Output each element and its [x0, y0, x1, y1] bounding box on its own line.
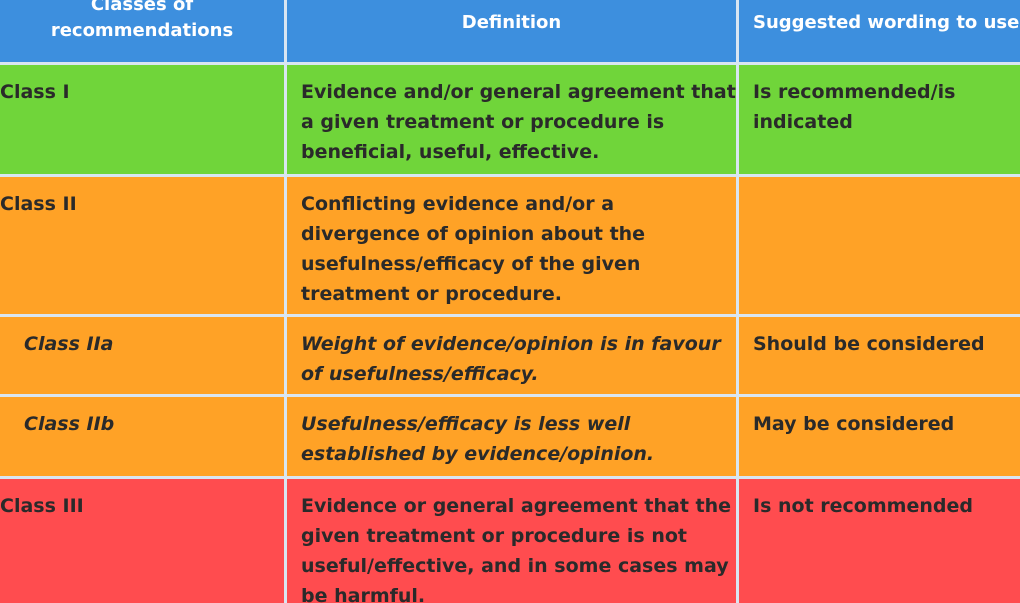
header-wording-label: Suggested wording to use [753, 12, 1020, 33]
definition-cell: Conflicting evidence and/or a divergence… [287, 177, 739, 314]
wording-cell [739, 177, 1020, 314]
header-classes: Classes of recommendations [0, 0, 287, 62]
wording-cell: Is not recommended [753, 495, 973, 517]
class-cell: Class III [0, 479, 287, 603]
definition-cell: Evidence or general agreement that the g… [287, 479, 739, 603]
table-row-class-iii: Class III Evidence or general agreement … [0, 479, 1020, 603]
table-row-class-iia: Class IIa Weight of evidence/opinion is … [0, 317, 1020, 397]
header-classes-label: Classes of recommendations [50, 0, 234, 41]
definition-cell: Usefulness/efficacy is less well establi… [287, 397, 739, 476]
header-definition-label: Definition [461, 12, 562, 33]
table-row-class-ii: Class II Conflicting evidence and/or a d… [0, 177, 1020, 317]
definition-cell: Evidence and/or general agreement that a… [287, 65, 739, 174]
class-cell: Class II [0, 177, 287, 314]
table-row-class-iib: Class IIb Usefulness/efficacy is less we… [0, 397, 1020, 479]
class-cell: Class IIa [0, 317, 287, 394]
wording-cell: Should be considered [753, 333, 985, 355]
table-header-row: Classes of recommendations Definition Su… [0, 0, 1020, 65]
header-wording: Suggested wording to use [739, 0, 1020, 62]
class-cell: Class IIb [0, 397, 287, 476]
definition-cell: Weight of evidence/opinion is in favour … [287, 317, 739, 394]
table-row-class-i: Class I Evidence and/or general agreemen… [0, 65, 1020, 177]
header-definition: Definition [287, 0, 739, 62]
class-cell: Class I [0, 65, 287, 174]
wording-cell: May be considered [753, 413, 955, 435]
wording-cell: Is recommended/is indicated [753, 81, 956, 133]
